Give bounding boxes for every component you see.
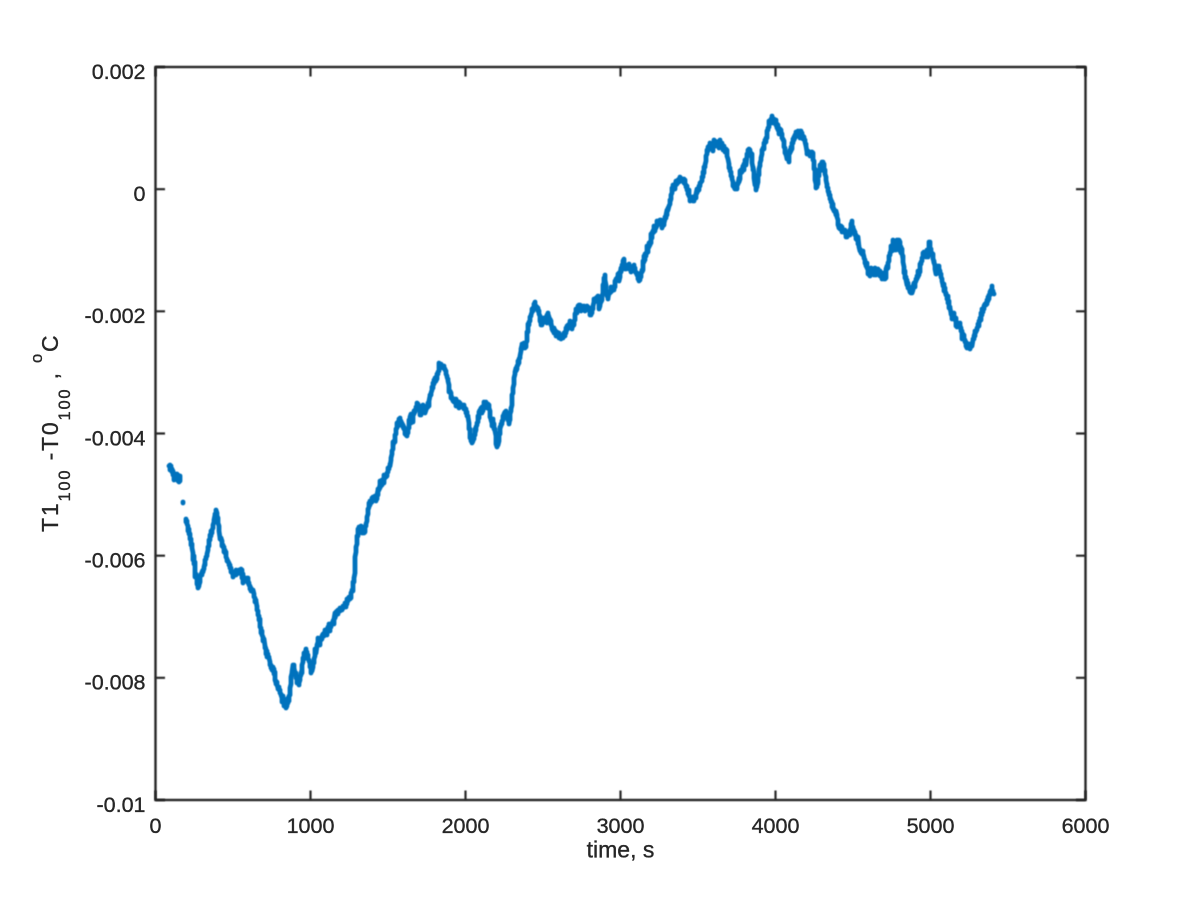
svg-text:1000: 1000 xyxy=(287,814,335,838)
svg-text:3000: 3000 xyxy=(597,814,645,838)
svg-text:0.002: 0.002 xyxy=(92,60,146,84)
svg-text:-0.01: -0.01 xyxy=(96,793,145,817)
svg-text:-0.002: -0.002 xyxy=(85,304,146,328)
svg-text:0: 0 xyxy=(134,182,146,206)
svg-text:time, s: time, s xyxy=(587,837,655,863)
svg-text:-0.006: -0.006 xyxy=(85,549,146,573)
svg-text:4000: 4000 xyxy=(752,814,800,838)
svg-text:0: 0 xyxy=(150,814,162,838)
svg-text:-0.008: -0.008 xyxy=(85,671,146,695)
svg-text:2000: 2000 xyxy=(442,814,490,838)
svg-text:5000: 5000 xyxy=(907,814,955,838)
svg-text:6000: 6000 xyxy=(1062,814,1110,838)
svg-text:-0.004: -0.004 xyxy=(85,426,146,450)
